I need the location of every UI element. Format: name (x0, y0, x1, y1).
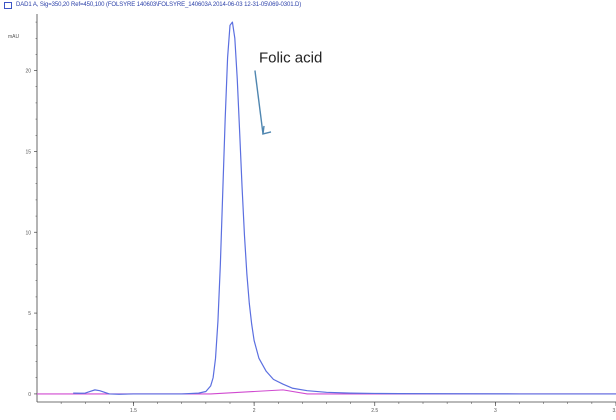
annotation-layer: Folic acid (254, 50, 322, 135)
series-layer (37, 21, 616, 395)
chart-header: DAD1 A, Sig=350,20 Ref=450,100 (FOLSYRE … (4, 0, 301, 10)
x-tick-label: 2.5 (371, 408, 378, 414)
peak-annotation-label: Folic acid (259, 50, 322, 67)
annotation-arrow (254, 70, 264, 134)
y-tick-label: 0 (28, 392, 31, 398)
axes (36, 14, 616, 403)
y-axis-unit-label: mAU (8, 34, 20, 40)
y-tick-label: 10 (25, 230, 31, 236)
x-tick-label: 1.5 (130, 408, 137, 414)
y-ticks: 0 5 10 15 20 (25, 21, 37, 398)
x-tick-label: 2 (253, 408, 256, 414)
x-tick-label: 3.5 (613, 408, 616, 414)
series-swatch-icon (4, 1, 12, 9)
y-tick-label: 15 (25, 149, 31, 155)
signal-description: DAD1 A, Sig=350,20 Ref=450,100 (FOLSYRE … (16, 2, 302, 8)
annotation-arrowhead-icon (262, 125, 272, 135)
y-tick-label: 5 (28, 311, 31, 317)
x-tick-label: 3 (494, 408, 497, 414)
x-ticks: 1.5 2 2.5 3 3.5 (60, 402, 616, 414)
signal-trace-line (73, 21, 616, 395)
y-tick-label: 20 (25, 69, 31, 75)
